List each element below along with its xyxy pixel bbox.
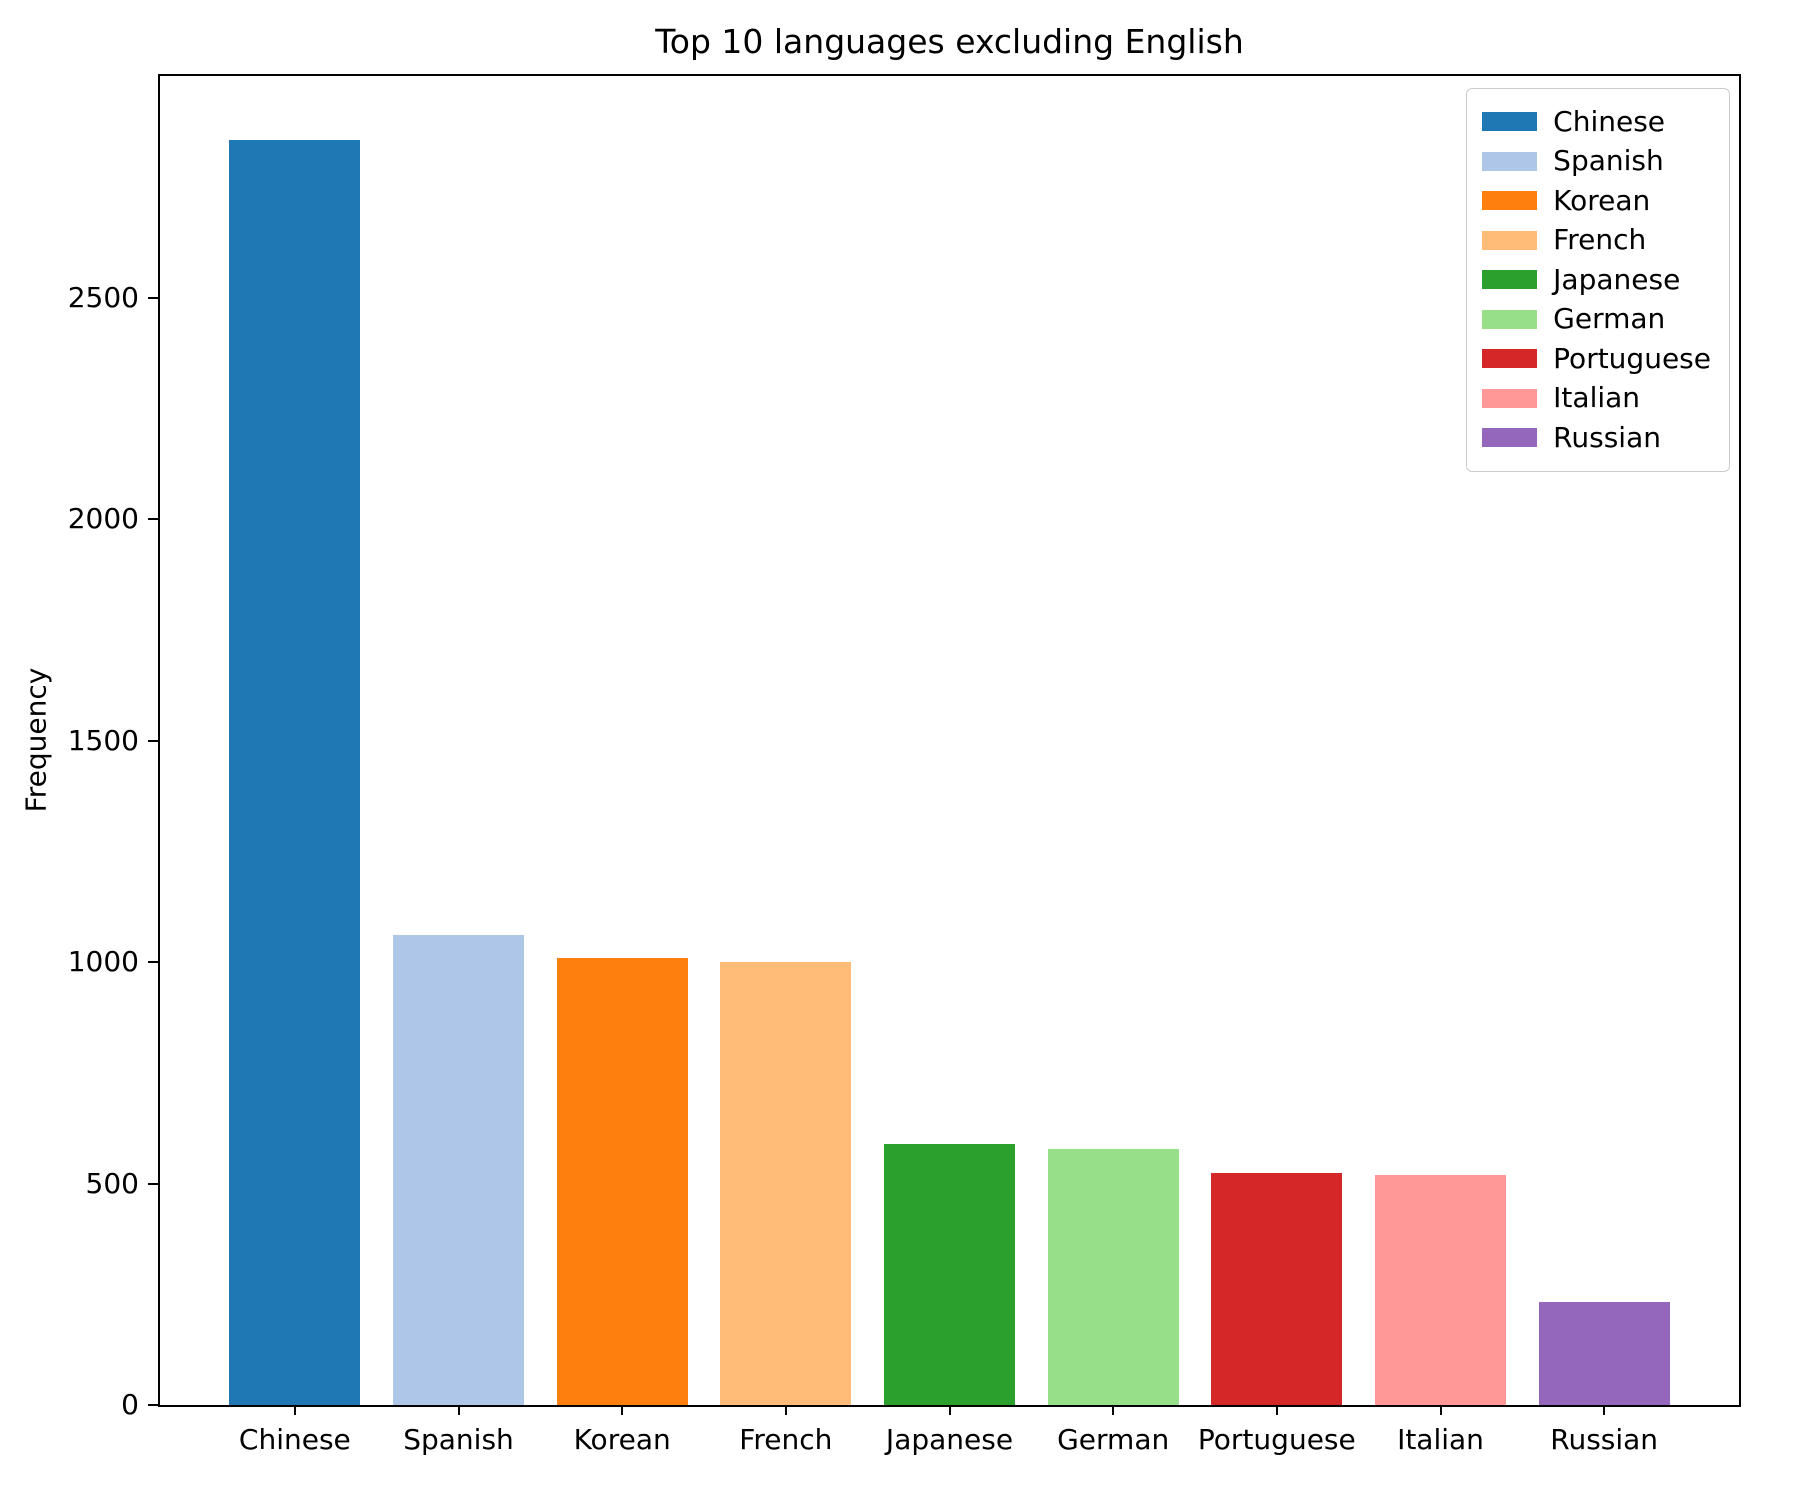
bar-chinese — [229, 140, 361, 1405]
bar-russian — [1538, 1301, 1670, 1405]
legend-entry-spanish: Spanish — [1482, 142, 1711, 182]
bar-slot-italian — [1359, 76, 1523, 1405]
legend-swatch-spanish — [1482, 151, 1538, 171]
legend-swatch-chinese — [1482, 112, 1538, 132]
xtick-mark-japanese — [948, 1405, 951, 1415]
ytick-label-0: 0 — [121, 1388, 139, 1421]
xtick-mark-portuguese — [1275, 1405, 1278, 1415]
xtick-label-korean: Korean — [573, 1423, 671, 1456]
bar-german — [1047, 1148, 1179, 1405]
ytick-mark-1000 — [148, 961, 158, 964]
legend: Chinese Spanish Korean French Japanese German… — [1466, 88, 1730, 472]
bar-slot-german — [1031, 76, 1195, 1405]
xtick-mark-korean — [621, 1405, 624, 1415]
legend-swatch-korean — [1482, 191, 1538, 211]
legend-entry-french: French — [1482, 221, 1711, 261]
ytick-mark-0 — [148, 1404, 158, 1406]
xtick-label-portuguese: Portuguese — [1197, 1423, 1356, 1456]
legend-entry-russian: Russian — [1482, 418, 1711, 458]
bar-slot-french — [704, 76, 868, 1405]
xtick-label-german: German — [1057, 1423, 1170, 1456]
legend-entry-korean: Korean — [1482, 181, 1711, 221]
xtick-label-french: French — [739, 1423, 833, 1456]
legend-entry-italian: Italian — [1482, 379, 1711, 419]
legend-label-russian: Russian — [1553, 420, 1661, 454]
legend-swatch-portuguese — [1482, 349, 1538, 369]
ytick-label-2000: 2000 — [67, 502, 139, 535]
bar-portuguese — [1211, 1173, 1343, 1405]
chart-title: Top 10 languages excluding English — [655, 22, 1244, 61]
legend-swatch-french — [1482, 230, 1538, 250]
legend-label-french: French — [1553, 223, 1647, 257]
legend-label-german: German — [1553, 302, 1666, 336]
legend-swatch-italian — [1482, 388, 1538, 408]
legend-swatch-russian — [1482, 428, 1538, 448]
xtick-label-chinese: Chinese — [238, 1423, 351, 1456]
legend-entry-chinese: Chinese — [1482, 102, 1711, 142]
xtick-mark-spanish — [457, 1405, 460, 1415]
xtick-label-russian: Russian — [1550, 1423, 1659, 1456]
ytick-label-1500: 1500 — [67, 723, 139, 757]
xtick-mark-chinese — [293, 1405, 296, 1415]
ytick-mark-1500 — [148, 739, 158, 742]
bar-italian — [1375, 1175, 1506, 1405]
bar-slot-chinese — [213, 76, 377, 1405]
xtick-mark-french — [784, 1405, 787, 1415]
legend-entry-german: German — [1482, 300, 1711, 340]
bar-slot-japanese — [868, 76, 1032, 1405]
ytick-label-500: 500 — [85, 1166, 139, 1200]
legend-entry-portuguese: Portuguese — [1482, 339, 1711, 379]
xtick-mark-german — [1112, 1405, 1115, 1415]
bar-spanish — [393, 935, 524, 1405]
legend-label-spanish: Spanish — [1553, 144, 1664, 178]
legend-label-japanese: Japanese — [1553, 262, 1681, 296]
legend-label-italian: Italian — [1553, 381, 1641, 415]
xtick-mark-italian — [1439, 1405, 1442, 1415]
ytick-label-1000: 1000 — [67, 945, 139, 978]
bar-french — [720, 962, 852, 1405]
legend-label-portuguese: Portuguese — [1553, 341, 1711, 375]
xtick-label-japanese: Japanese — [885, 1423, 1014, 1456]
legend-entry-japanese: Japanese — [1482, 260, 1711, 300]
legend-label-korean: Korean — [1553, 183, 1651, 217]
ytick-label-2500: 2500 — [67, 280, 139, 314]
bar-slot-korean — [540, 76, 704, 1405]
xtick-label-spanish: Spanish — [403, 1423, 514, 1456]
bar-slot-portuguese — [1195, 76, 1359, 1405]
ytick-mark-500 — [148, 1182, 158, 1185]
bar-slot-spanish — [377, 76, 541, 1405]
y-axis-label: Frequency — [19, 667, 53, 813]
legend-swatch-german — [1482, 309, 1538, 329]
ytick-mark-2500 — [148, 296, 158, 299]
ytick-mark-2000 — [148, 518, 158, 521]
bars-layer — [160, 76, 1739, 1405]
bar-korean — [556, 957, 688, 1405]
legend-swatch-japanese — [1482, 270, 1538, 290]
xtick-label-italian: Italian — [1397, 1423, 1484, 1456]
bar-slot-russian — [1522, 76, 1686, 1405]
bar-japanese — [884, 1143, 1015, 1405]
xtick-mark-russian — [1603, 1405, 1606, 1415]
legend-label-chinese: Chinese — [1553, 104, 1666, 138]
